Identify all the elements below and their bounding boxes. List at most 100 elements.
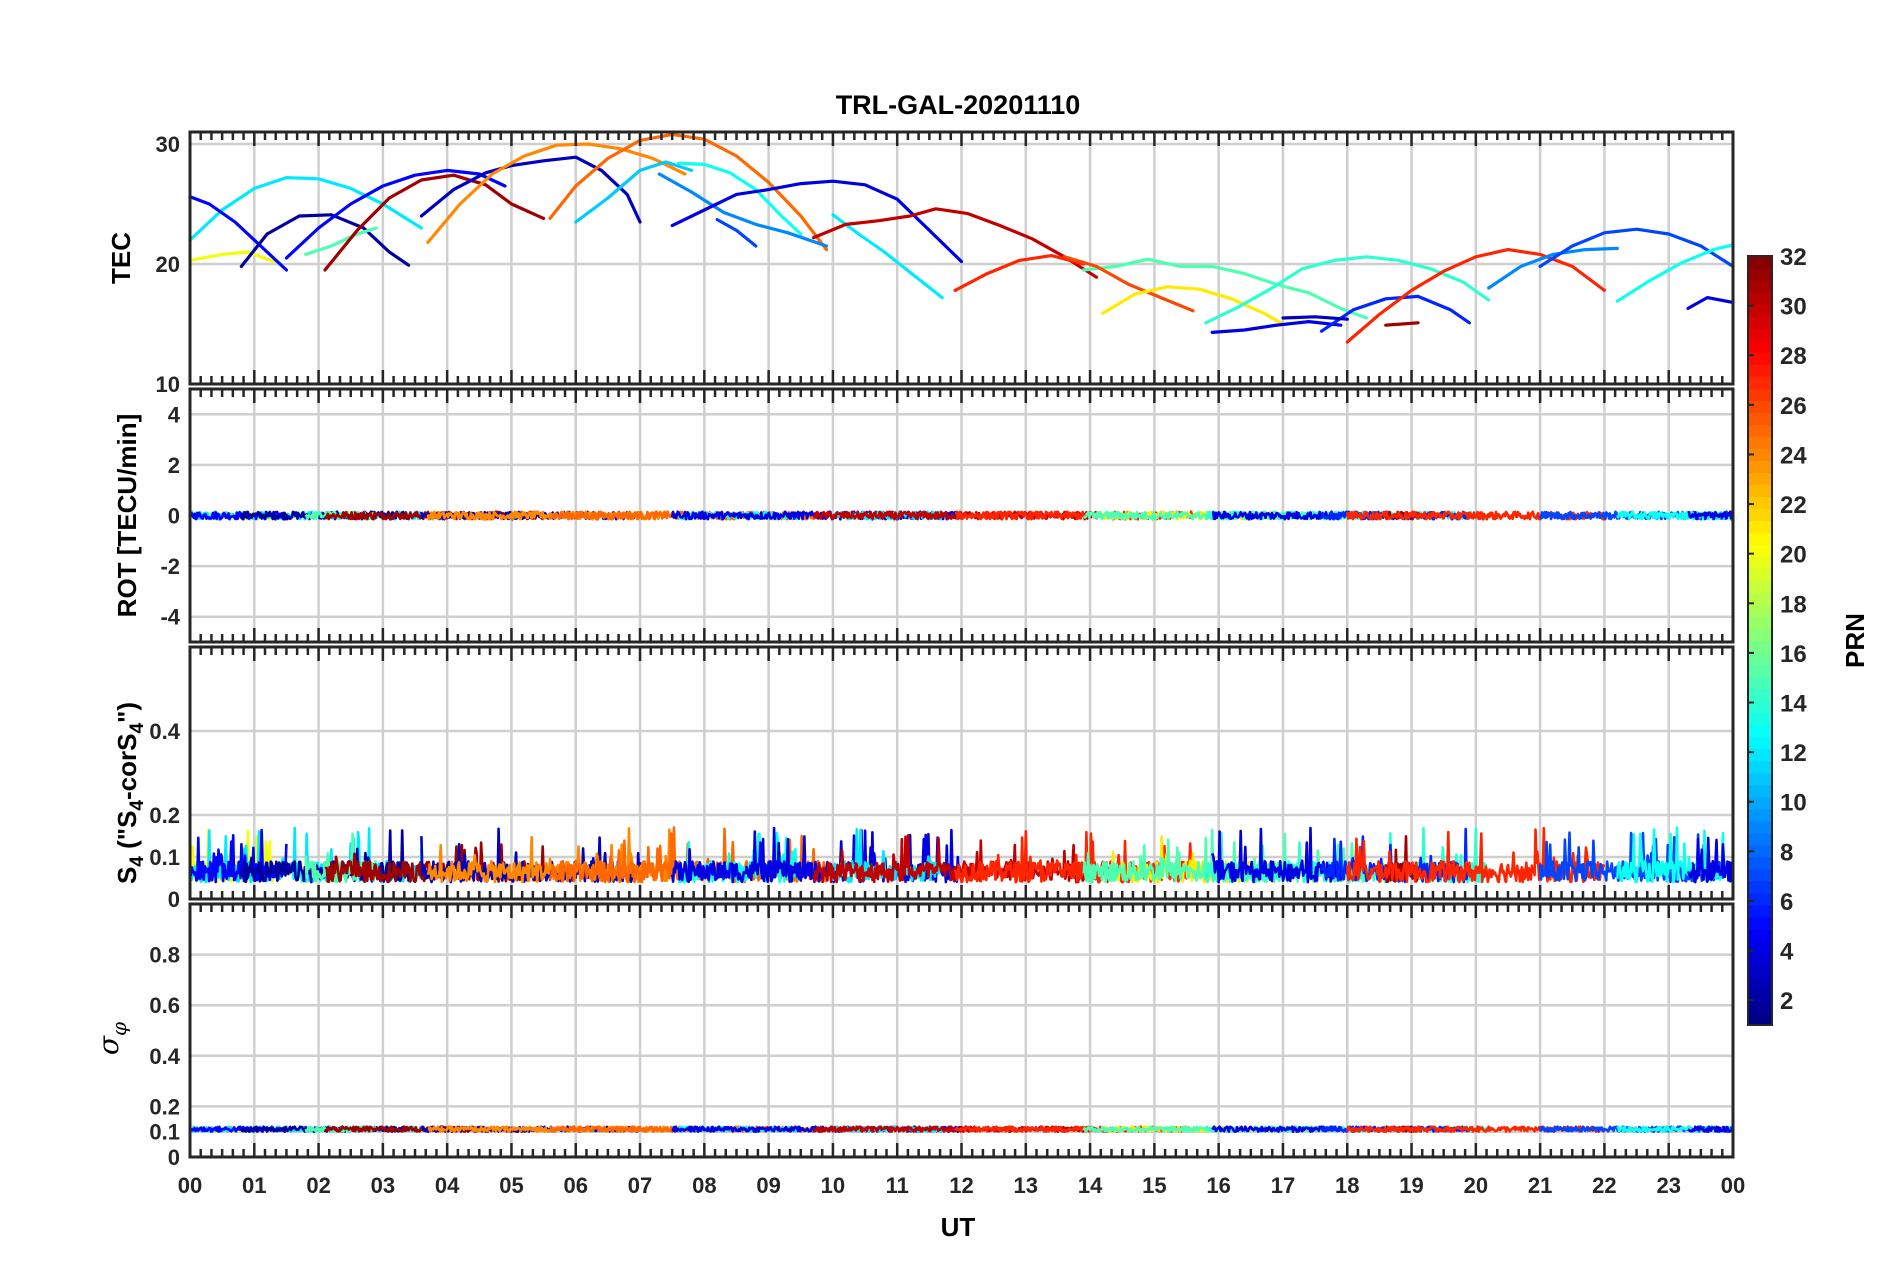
chart-title: TRL-GAL-20201110 [836,90,1081,120]
tec-series-prn-3 [1281,315,1349,321]
colorbar-swatch [1748,904,1772,918]
colorbar-swatch [1748,940,1772,954]
colorbar-swatch [1748,544,1772,557]
panel-s4-ytick-label: 0 [168,887,180,912]
panel-rot-frame [188,387,1735,644]
panel-rot-ytick-label: 0 [168,504,180,529]
colorbar-swatch [1748,712,1772,726]
x-tick-label: 00 [178,1173,202,1198]
panel-sigma-ytick-label: 0 [168,1145,180,1170]
panel-sigma-ytick-label: 0.4 [149,1044,180,1069]
colorbar-swatch [1748,640,1772,654]
x-tick-label: 07 [628,1173,652,1198]
colorbar-swatch [1748,268,1772,281]
x-tick-label: 22 [1592,1173,1616,1198]
colorbar-swatch [1748,448,1772,461]
x-tick-label: 06 [564,1173,588,1198]
s4-series-prn-4 [1210,826,1343,884]
colorbar-tick-label: 14 [1780,691,1807,718]
x-tick-label: 11 [886,1173,909,1198]
colorbar-swatch [1748,256,1772,269]
panel-tec-ytick-label: 20 [156,252,180,277]
panel-sigma-ylabel: σφ [92,1022,131,1055]
colorbar-swatch [1748,724,1772,738]
colorbar-tick-label: 6 [1780,889,1793,916]
colorbar-swatch [1748,292,1772,305]
colorbar-swatch [1748,808,1772,822]
x-tick-label: 02 [306,1173,330,1198]
x-tick-label: 08 [692,1173,716,1198]
colorbar-swatch [1748,820,1772,834]
colorbar-label: PRN [1840,613,1870,668]
tec-series-prn-7 [1538,227,1735,268]
x-tick-label: 19 [1399,1173,1423,1198]
colorbar-swatch [1748,856,1772,870]
panel-rot: -4 -2 0 2 4 ROT [TECU/min] [112,387,1735,644]
colorbar-tick-label: 22 [1780,492,1807,519]
panel-s4-frame [188,645,1735,901]
sigma-series-prn-4 [1211,1125,1342,1133]
x-tick-label: 12 [949,1173,973,1198]
colorbar-swatch [1748,796,1772,810]
tec-series-prn-24 [426,142,687,244]
colorbar-swatch [1748,748,1772,762]
colorbar-swatch [1748,760,1772,774]
tec-series-prn-30 [811,207,1099,279]
s4-series-prn-4 [1686,836,1735,884]
colorbar-swatch [1748,736,1772,750]
colorbar-swatch [1748,976,1772,990]
tec-series-prn-27 [953,254,1086,292]
tec-series-prn-4 [1686,296,1735,310]
tec-series-prn-5 [188,195,288,272]
sigma-series-prn-4 [1687,1125,1734,1133]
colorbar-swatch [1748,664,1772,678]
x-tick-label: 05 [499,1173,523,1198]
x-tick-label: 21 [1528,1173,1552,1198]
x-tick-labels: 00 01 02 03 04 05 06 07 08 09 10 11 12 13 14 15 16 17 18 19… [178,1173,1745,1198]
x-tick-label: 16 [1206,1173,1230,1198]
colorbar-tick-label: 12 [1780,740,1807,767]
colorbar-swatch [1748,988,1772,1002]
colorbar-swatch [1748,832,1772,846]
colorbar-swatch [1748,496,1772,509]
tec-series-prn-31 [1384,321,1420,327]
colorbar-swatch [1748,604,1772,618]
tec-series-prn-7 [715,218,758,248]
colorbar-tick-label: 18 [1780,591,1807,618]
colorbar-swatch [1748,880,1772,894]
colorbar-swatch [1748,280,1772,293]
panel-rot-ytick-label: 2 [168,453,180,478]
x-tick-label: 09 [756,1173,780,1198]
panel-s4-ytick-label: 0.4 [149,719,180,744]
colorbar-swatch [1748,568,1772,582]
colorbar-tick-label: 10 [1780,790,1807,817]
colorbar-tick-label: 26 [1780,393,1807,420]
panel-tec-ylabel: TEC [106,232,136,284]
tec-series-prn-11 [574,160,694,224]
panel-rot-ytick-label: 4 [168,402,181,427]
tec-series-prn-9 [657,172,829,248]
panel-sigma-ytick-label: 0.8 [149,943,180,968]
tec-series-prn-31 [323,173,546,272]
colorbar-tick-label: 4 [1780,939,1794,966]
colorbar-tick-label: 8 [1780,839,1793,866]
panel-sigma: 00.10.2 0.4 0.6 0.8 σφ [92,902,1735,1170]
colorbar-tick-label: 24 [1780,442,1807,469]
panel-sigma-ytick-label: 0.1 [149,1120,180,1145]
colorbar-swatch [1748,388,1772,401]
colorbar-swatch [1748,532,1772,545]
colorbar-tick-label: 20 [1780,542,1807,569]
colorbar-swatch [1748,460,1772,473]
colorbar-swatch [1748,616,1772,630]
tec-series-prn-12 [188,176,423,242]
colorbar-tick-label: 2 [1780,988,1793,1015]
tec-series-prn-25 [548,132,829,252]
x-tick-label: 04 [435,1173,460,1198]
colorbar-swatch [1748,844,1772,858]
colorbar-swatch [1748,316,1772,329]
panel-tec-frame [188,130,1735,386]
x-tick-label: 20 [1464,1173,1488,1198]
colorbar-swatch [1748,412,1772,425]
colorbar-tick-label: 28 [1780,343,1807,370]
tec-series-prn-2 [239,213,411,268]
